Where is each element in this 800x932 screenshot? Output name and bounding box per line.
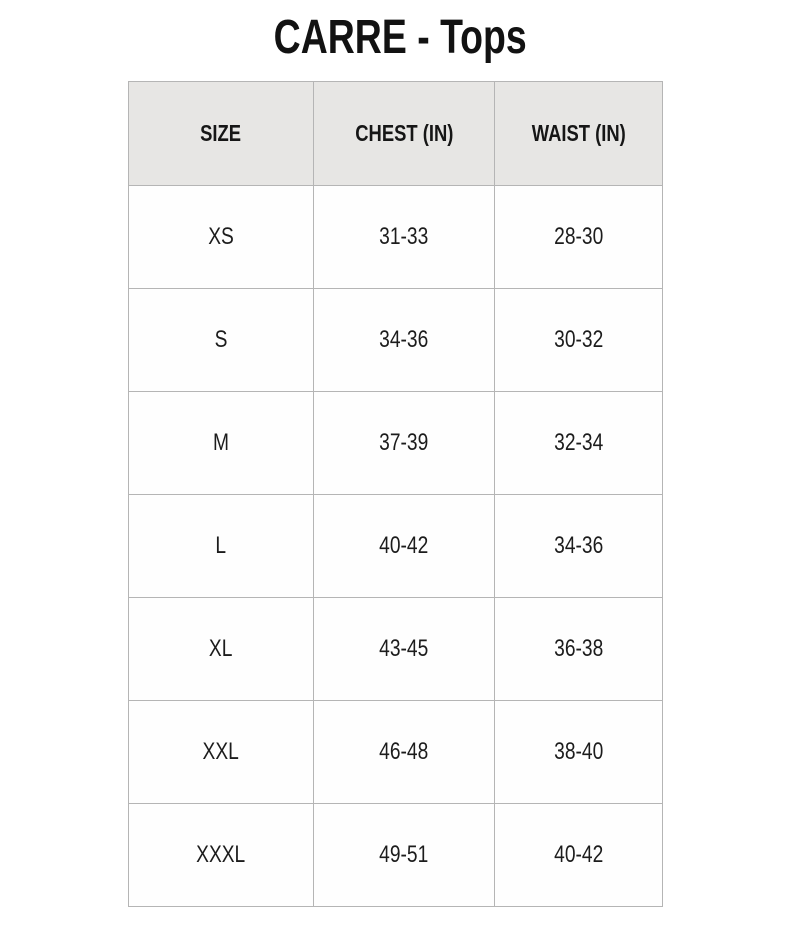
title-bar: CARRE - Tops xyxy=(0,0,800,74)
header-row: SIZE CHEST (IN) WAIST (IN) xyxy=(128,81,663,186)
column-header-chest-label: CHEST (IN) xyxy=(354,120,454,146)
waist-value: 32-34 xyxy=(553,429,604,456)
waist-value: 36-38 xyxy=(553,635,604,662)
table-row-s: S 34-36 30-32 xyxy=(128,288,663,392)
size-chart-table: SIZE CHEST (IN) WAIST (IN) XS 31-33 28-3… xyxy=(128,81,663,907)
waist-cell: 32-34 xyxy=(494,391,663,495)
table-row-xs: XS 31-33 28-30 xyxy=(128,185,663,289)
chest-cell: 34-36 xyxy=(313,288,495,392)
column-header-size-label: SIZE xyxy=(200,120,242,146)
size-cell: M xyxy=(128,391,314,495)
size-value: XS xyxy=(208,223,234,250)
size-cell: XXXL xyxy=(128,803,314,907)
size-cell: XXL xyxy=(128,700,314,804)
size-cell: L xyxy=(128,494,314,598)
chest-cell: 40-42 xyxy=(313,494,495,598)
size-value: L xyxy=(215,532,227,559)
column-header-waist: WAIST (IN) xyxy=(494,81,663,186)
size-value: XXXL xyxy=(196,841,246,868)
waist-cell: 28-30 xyxy=(494,185,663,289)
chest-value: 43-45 xyxy=(379,635,429,662)
chest-value: 49-51 xyxy=(379,841,429,868)
size-value: M xyxy=(213,429,229,456)
page-title: CARRE - Tops xyxy=(273,11,527,64)
table-row-xl: XL 43-45 36-38 xyxy=(128,597,663,701)
table-row-xxl: XXL 46-48 38-40 xyxy=(128,700,663,804)
chest-cell: 46-48 xyxy=(313,700,495,804)
table-row-l: L 40-42 34-36 xyxy=(128,494,663,598)
column-header-chest: CHEST (IN) xyxy=(313,81,495,186)
chest-value: 31-33 xyxy=(379,223,429,250)
table-header: SIZE CHEST (IN) WAIST (IN) xyxy=(128,81,663,186)
table-row-xxxl: XXXL 49-51 40-42 xyxy=(128,803,663,907)
waist-value: 28-30 xyxy=(553,223,604,250)
table-row-m: M 37-39 32-34 xyxy=(128,391,663,495)
chest-cell: 31-33 xyxy=(313,185,495,289)
column-header-waist-label: WAIST (IN) xyxy=(531,120,626,146)
chest-cell: 43-45 xyxy=(313,597,495,701)
waist-cell: 40-42 xyxy=(494,803,663,907)
size-cell: XS xyxy=(128,185,314,289)
chest-cell: 49-51 xyxy=(313,803,495,907)
waist-cell: 36-38 xyxy=(494,597,663,701)
waist-value: 38-40 xyxy=(553,738,604,765)
waist-value: 34-36 xyxy=(553,532,604,559)
waist-cell: 34-36 xyxy=(494,494,663,598)
column-header-size: SIZE xyxy=(128,81,314,186)
waist-cell: 38-40 xyxy=(494,700,663,804)
waist-value: 30-32 xyxy=(553,326,604,353)
waist-value: 40-42 xyxy=(553,841,604,868)
size-cell: S xyxy=(128,288,314,392)
size-value: XXL xyxy=(202,738,240,765)
chest-value: 40-42 xyxy=(379,532,429,559)
chest-value: 46-48 xyxy=(379,738,429,765)
waist-cell: 30-32 xyxy=(494,288,663,392)
size-cell: XL xyxy=(128,597,314,701)
size-value: S xyxy=(214,326,228,353)
chest-value: 37-39 xyxy=(379,429,429,456)
chest-cell: 37-39 xyxy=(313,391,495,495)
chest-value: 34-36 xyxy=(379,326,429,353)
table-body: XS 31-33 28-30 S 34-36 30-32 M 37-39 32-… xyxy=(128,185,663,907)
size-value: XL xyxy=(209,635,233,662)
